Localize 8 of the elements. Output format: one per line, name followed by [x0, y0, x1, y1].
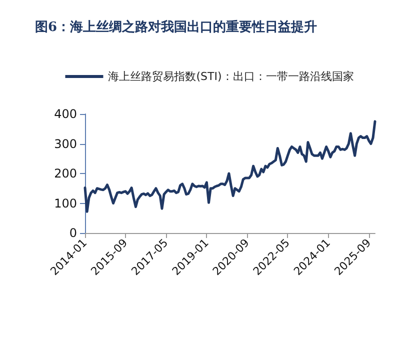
y-tick-label: 200 — [54, 166, 77, 180]
chart-title: 图6：海上丝绸之路对我国出口的重要性日益提升 — [35, 19, 318, 35]
y-tick-label: 300 — [54, 136, 77, 151]
legend-label: 海上丝路贸易指数(STI)：出口：一带一路沿线国家 — [108, 70, 354, 83]
line-series — [84, 120, 376, 213]
y-tick-label: 400 — [54, 107, 77, 121]
y-tick-label: 0 — [69, 226, 77, 240]
y-tick-label: 100 — [54, 196, 77, 210]
